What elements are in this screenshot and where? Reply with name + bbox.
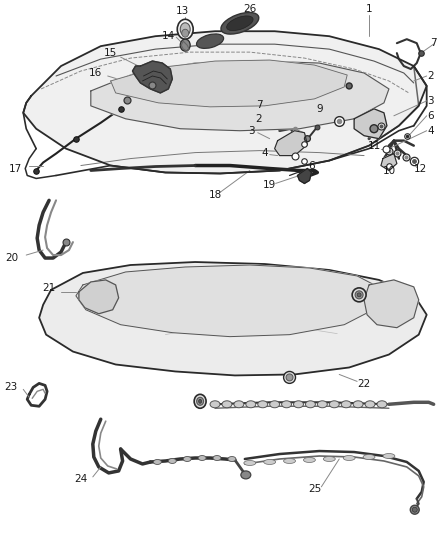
Text: 25: 25 bbox=[308, 484, 321, 494]
Ellipse shape bbox=[363, 455, 375, 459]
Text: 17: 17 bbox=[9, 164, 22, 174]
Text: 20: 20 bbox=[5, 253, 18, 263]
Ellipse shape bbox=[412, 507, 417, 512]
Text: 19: 19 bbox=[263, 181, 276, 190]
Text: 4: 4 bbox=[427, 126, 434, 136]
Ellipse shape bbox=[370, 125, 378, 133]
Ellipse shape bbox=[246, 401, 256, 408]
Ellipse shape bbox=[180, 23, 190, 36]
Text: 2: 2 bbox=[427, 71, 434, 81]
Text: 22: 22 bbox=[357, 379, 371, 390]
Ellipse shape bbox=[180, 39, 190, 51]
Text: 12: 12 bbox=[414, 164, 427, 174]
Ellipse shape bbox=[197, 397, 204, 405]
Ellipse shape bbox=[198, 399, 201, 403]
Ellipse shape bbox=[244, 461, 256, 465]
Ellipse shape bbox=[222, 401, 232, 408]
Ellipse shape bbox=[197, 34, 223, 49]
Ellipse shape bbox=[198, 456, 206, 461]
Ellipse shape bbox=[286, 374, 293, 381]
Polygon shape bbox=[354, 109, 387, 139]
Ellipse shape bbox=[357, 293, 361, 297]
Ellipse shape bbox=[168, 458, 176, 464]
Ellipse shape bbox=[258, 401, 268, 408]
Text: 10: 10 bbox=[382, 166, 396, 175]
Text: 24: 24 bbox=[74, 474, 88, 484]
Ellipse shape bbox=[343, 456, 355, 461]
Ellipse shape bbox=[383, 454, 395, 458]
Ellipse shape bbox=[341, 401, 351, 408]
Polygon shape bbox=[91, 61, 389, 131]
Ellipse shape bbox=[329, 401, 339, 408]
Ellipse shape bbox=[318, 401, 327, 408]
Ellipse shape bbox=[283, 372, 296, 383]
Text: 3: 3 bbox=[427, 96, 434, 106]
Ellipse shape bbox=[182, 29, 189, 37]
Ellipse shape bbox=[352, 288, 366, 302]
Ellipse shape bbox=[241, 471, 251, 479]
Text: 9: 9 bbox=[316, 104, 323, 114]
Ellipse shape bbox=[377, 401, 387, 408]
Ellipse shape bbox=[153, 459, 161, 464]
Text: 26: 26 bbox=[243, 4, 256, 14]
Ellipse shape bbox=[346, 83, 352, 89]
Ellipse shape bbox=[194, 394, 206, 408]
Ellipse shape bbox=[293, 401, 304, 408]
Text: 11: 11 bbox=[367, 141, 381, 151]
Text: 6: 6 bbox=[308, 160, 315, 171]
Ellipse shape bbox=[270, 401, 279, 408]
Ellipse shape bbox=[210, 401, 220, 408]
Polygon shape bbox=[39, 262, 427, 375]
Polygon shape bbox=[381, 154, 397, 171]
Text: 16: 16 bbox=[89, 68, 102, 78]
Polygon shape bbox=[364, 280, 419, 328]
Ellipse shape bbox=[177, 19, 193, 39]
Text: 7: 7 bbox=[256, 100, 263, 110]
Text: 4: 4 bbox=[261, 148, 268, 158]
Text: 21: 21 bbox=[42, 283, 56, 293]
Polygon shape bbox=[23, 31, 427, 173]
Ellipse shape bbox=[410, 505, 419, 514]
Ellipse shape bbox=[221, 12, 259, 34]
Ellipse shape bbox=[305, 401, 315, 408]
Ellipse shape bbox=[282, 401, 292, 408]
Ellipse shape bbox=[264, 459, 276, 464]
Polygon shape bbox=[76, 265, 384, 337]
Ellipse shape bbox=[228, 456, 236, 462]
Ellipse shape bbox=[323, 456, 335, 462]
Text: 23: 23 bbox=[5, 382, 18, 392]
Text: 1: 1 bbox=[366, 4, 372, 14]
Polygon shape bbox=[133, 61, 172, 93]
Ellipse shape bbox=[226, 16, 253, 30]
Text: 6: 6 bbox=[427, 111, 434, 121]
Ellipse shape bbox=[234, 401, 244, 408]
Text: 7: 7 bbox=[430, 38, 437, 48]
Ellipse shape bbox=[304, 457, 315, 463]
Text: 2: 2 bbox=[255, 114, 262, 124]
Ellipse shape bbox=[283, 458, 296, 464]
Polygon shape bbox=[275, 131, 307, 156]
Ellipse shape bbox=[353, 401, 363, 408]
Ellipse shape bbox=[304, 136, 311, 142]
Ellipse shape bbox=[365, 401, 375, 408]
Text: 3: 3 bbox=[248, 126, 255, 136]
Text: 18: 18 bbox=[208, 190, 222, 200]
Text: 15: 15 bbox=[104, 48, 117, 58]
Text: 13: 13 bbox=[176, 6, 189, 17]
Ellipse shape bbox=[183, 456, 191, 462]
Polygon shape bbox=[79, 280, 119, 314]
Polygon shape bbox=[297, 168, 311, 183]
Text: 14: 14 bbox=[162, 31, 175, 41]
Ellipse shape bbox=[213, 456, 221, 461]
Polygon shape bbox=[111, 60, 347, 107]
Ellipse shape bbox=[355, 291, 363, 299]
